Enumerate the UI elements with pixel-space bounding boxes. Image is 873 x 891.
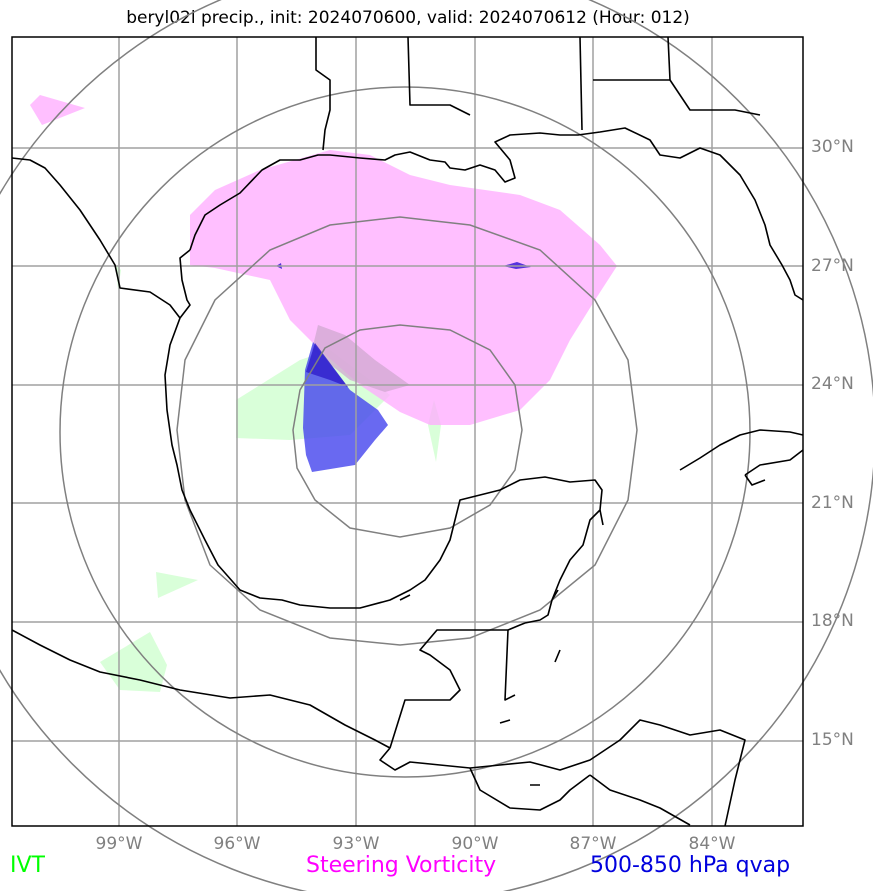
ivt-contour-small-1 xyxy=(156,572,198,598)
yucatan-east xyxy=(551,509,604,663)
coastlines xyxy=(11,36,804,827)
data-layers xyxy=(30,95,617,692)
nicaragua-coast xyxy=(589,774,691,826)
islands xyxy=(399,594,540,786)
mexico-pacific-coast xyxy=(11,629,391,749)
qvap-contour-dark xyxy=(306,343,348,387)
lon-label-96w: 96°W xyxy=(213,834,261,854)
lon-label-99w: 99°W xyxy=(95,834,143,854)
us-states-border-4 xyxy=(593,36,671,81)
lat-label-27n: 27°N xyxy=(811,256,854,276)
map-title: beryl02l precip., init: 2024070600, vali… xyxy=(126,8,690,28)
lon-label-87w: 87°W xyxy=(569,834,617,854)
legend-ivt: IVT xyxy=(10,853,45,878)
graticule xyxy=(12,37,803,826)
lat-label-18n: 18°N xyxy=(811,611,854,631)
vorticity-contour-small xyxy=(30,95,85,125)
guatemala-border xyxy=(389,629,516,749)
us-gulf-coast xyxy=(164,249,603,624)
lat-label-15n: 15°N xyxy=(811,730,854,750)
us-states-border-3 xyxy=(579,36,583,131)
lon-label-90w: 90°W xyxy=(451,834,499,854)
belize-border xyxy=(507,622,526,631)
vorticity-contour-main xyxy=(190,150,617,425)
cuba xyxy=(679,429,804,486)
lon-label-84w: 84°W xyxy=(688,834,736,854)
lon-label-93w: 93°W xyxy=(332,834,380,854)
lat-label-24n: 24°N xyxy=(811,374,854,394)
lat-label-30n: 30°N xyxy=(811,137,854,157)
lat-label-21n: 21°N xyxy=(811,493,854,513)
range-ring-inner xyxy=(292,324,523,538)
mexico-us-border xyxy=(11,157,181,319)
us-states-border-1 xyxy=(315,37,331,151)
legend-steering-vorticity: Steering Vorticity xyxy=(306,853,497,878)
us-states-border-5 xyxy=(669,79,761,116)
legend-qvap: 500-850 hPa qvap xyxy=(590,853,791,878)
central-america-coast xyxy=(379,719,746,827)
us-states-border-2 xyxy=(407,36,471,116)
ivt-contour-small-2 xyxy=(100,632,167,692)
honduras-border xyxy=(469,767,591,811)
range-ring-middle xyxy=(176,216,638,646)
texas-louisiana-coast xyxy=(189,127,804,301)
plot-frame xyxy=(11,36,804,827)
